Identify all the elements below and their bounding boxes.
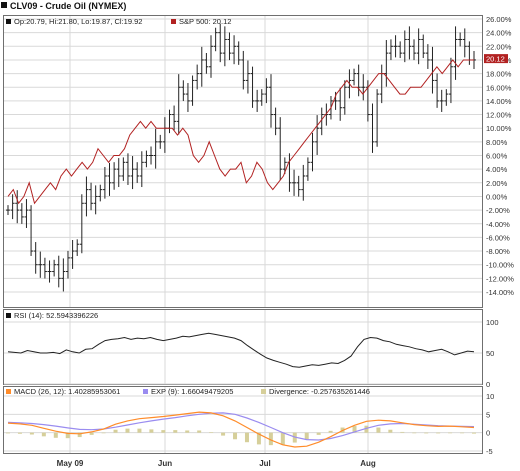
spx-legend-icon bbox=[171, 19, 176, 24]
price-tick-label: -12.00% bbox=[486, 274, 514, 283]
rsi-line bbox=[7, 332, 475, 368]
price-tick-label: -4.00% bbox=[486, 220, 510, 229]
macd-legend: MACD (26, 12): 1.40285953061 bbox=[14, 387, 120, 396]
ohlc-legend: Op:20.79, Hi:21.80, Lo:19.87, Cl:19.92 bbox=[14, 17, 142, 26]
price-tick-label: 12.00% bbox=[486, 111, 512, 120]
macd-legend-icon bbox=[6, 389, 11, 394]
divergence-bar bbox=[376, 427, 381, 433]
divergence-bar bbox=[101, 432, 106, 434]
rsi-tick-label: 50 bbox=[486, 349, 494, 358]
divergence-bar bbox=[125, 428, 130, 433]
rsi-tick-label: 0 bbox=[486, 380, 490, 389]
divergence-bar bbox=[149, 429, 154, 433]
divergence-bar bbox=[388, 429, 393, 433]
divergence-bar bbox=[400, 431, 405, 433]
x-tick-label: Jun bbox=[158, 459, 172, 468]
price-tick-label: 16.00% bbox=[486, 83, 512, 92]
divergence-bar bbox=[41, 432, 46, 437]
ohlc-legend-icon bbox=[6, 19, 11, 24]
price-tick-label: -2.00% bbox=[486, 206, 510, 215]
divergence-legend-icon bbox=[261, 389, 266, 394]
exp-legend-icon bbox=[143, 389, 148, 394]
divergence-bar bbox=[29, 432, 34, 435]
rsi-tick-label: 100 bbox=[486, 318, 499, 327]
price-tick-label: 22.00% bbox=[486, 42, 512, 51]
macd-pane bbox=[3, 386, 483, 454]
exp-legend: EXP (9): 1.66049479205 bbox=[151, 387, 233, 396]
price-tick-label: -8.00% bbox=[486, 247, 510, 256]
divergence-bar bbox=[304, 432, 309, 440]
divergence-bar bbox=[364, 425, 369, 433]
macd-tick-label: -5 bbox=[486, 447, 493, 456]
price-tick-label: 14.00% bbox=[486, 97, 512, 106]
divergence-bar bbox=[424, 432, 429, 434]
price-tick-label: 6.00% bbox=[486, 152, 508, 161]
macd-tick-label: 0 bbox=[486, 429, 490, 438]
macd-tick-label: 10 bbox=[486, 392, 494, 401]
price-tick-label: 4.00% bbox=[486, 165, 508, 174]
divergence-bar bbox=[173, 430, 178, 433]
price-tick-label: 24.00% bbox=[486, 29, 512, 38]
chart-title: CLV09 - Crude Oil (NYMEX) bbox=[10, 1, 126, 11]
price-tick-label: 0.00% bbox=[486, 192, 508, 201]
rsi-legend-icon bbox=[6, 313, 11, 318]
price-tick-label: -6.00% bbox=[486, 233, 510, 242]
divergence-bar bbox=[328, 430, 333, 433]
macd-line bbox=[7, 411, 475, 448]
price-tick-label: 2.00% bbox=[486, 179, 508, 188]
divergence-legend: Divergence: -0.257635261446 bbox=[269, 387, 370, 396]
spx-legend: S&P 500: 20.12 bbox=[179, 17, 231, 26]
divergence-bar bbox=[412, 432, 417, 434]
exp-line bbox=[7, 412, 475, 441]
macd-tick-label: 5 bbox=[486, 410, 490, 419]
data-layer: 26.00%24.00%22.00%20.00%18.00%16.00%14.0… bbox=[6, 15, 514, 468]
divergence-bar bbox=[280, 432, 285, 445]
price-tick-label: -14.00% bbox=[486, 288, 514, 297]
divergence-bar bbox=[161, 430, 166, 433]
divergence-bar bbox=[244, 432, 249, 443]
divergence-bar bbox=[185, 430, 190, 433]
divergence-bar bbox=[472, 432, 476, 434]
price-tick-label: 10.00% bbox=[486, 124, 512, 133]
divergence-bar bbox=[268, 432, 273, 446]
price-tick-label: -10.00% bbox=[486, 261, 514, 270]
divergence-bar bbox=[256, 432, 261, 445]
title-square-icon bbox=[1, 2, 7, 8]
divergence-bar bbox=[53, 432, 58, 438]
last-value-badge bbox=[484, 54, 508, 64]
divergence-bar bbox=[65, 432, 70, 439]
spx-line bbox=[7, 59, 474, 205]
rsi-legend: RSI (14): 52.5943396226 bbox=[14, 311, 98, 320]
divergence-bar bbox=[233, 432, 238, 440]
divergence-bar bbox=[137, 428, 142, 433]
divergence-bar bbox=[209, 432, 214, 433]
last-value-label: 20.12 bbox=[486, 55, 505, 64]
divergence-bar bbox=[436, 432, 441, 434]
divergence-bar bbox=[113, 429, 118, 433]
divergence-bar bbox=[352, 426, 357, 433]
divergence-bar bbox=[89, 432, 94, 435]
price-tick-label: 8.00% bbox=[486, 138, 508, 147]
divergence-bar bbox=[77, 432, 82, 438]
price-tick-label: 26.00% bbox=[486, 15, 512, 24]
divergence-bar bbox=[221, 432, 226, 436]
divergence-bar bbox=[17, 432, 22, 434]
x-tick-label: Jul bbox=[259, 459, 271, 468]
divergence-bar bbox=[6, 432, 10, 434]
divergence-bar bbox=[197, 430, 202, 433]
divergence-bar bbox=[460, 432, 465, 434]
divergence-bar bbox=[316, 432, 321, 435]
price-tick-label: 18.00% bbox=[486, 70, 512, 79]
x-tick-label: Aug bbox=[360, 459, 376, 468]
divergence-bar bbox=[448, 432, 453, 434]
x-tick-label: May 09 bbox=[57, 459, 84, 468]
